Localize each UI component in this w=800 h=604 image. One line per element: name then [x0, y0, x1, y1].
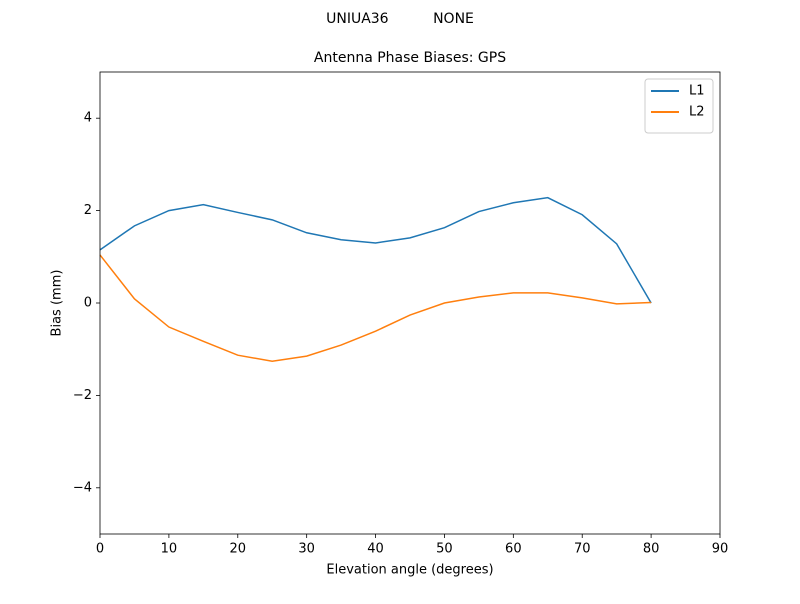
y-tick-label: 2	[84, 203, 92, 218]
y-axis-label: Bias (mm)	[50, 270, 65, 337]
legend-label: L1	[689, 84, 705, 99]
x-tick-label: 30	[298, 542, 315, 557]
y-tick-label: 0	[84, 296, 92, 311]
x-tick-label: 70	[574, 542, 591, 557]
x-tick-label: 80	[643, 542, 660, 557]
x-axis-label: Elevation angle (degrees)	[326, 563, 493, 578]
plot-frame	[99, 71, 721, 535]
y-tick-label: −2	[73, 388, 92, 403]
line-series	[99, 254, 652, 362]
y-tick-label: 4	[84, 111, 92, 126]
x-tick-label: 10	[161, 542, 178, 557]
chart-title: Antenna Phase Biases: GPS	[314, 50, 506, 66]
x-tick-label: 60	[505, 542, 522, 557]
line-series	[99, 196, 652, 304]
x-tick-label: 0	[96, 542, 104, 557]
x-tick-label: 90	[712, 542, 729, 557]
x-tick-label: 20	[230, 542, 247, 557]
x-tick-label: 50	[436, 542, 453, 557]
legend-label: L2	[689, 105, 705, 120]
legend-box	[644, 78, 714, 134]
x-tick-label: 40	[367, 542, 384, 557]
y-tick-label: −4	[73, 480, 92, 495]
suptitle: UNIUA36 NONE	[326, 11, 474, 27]
